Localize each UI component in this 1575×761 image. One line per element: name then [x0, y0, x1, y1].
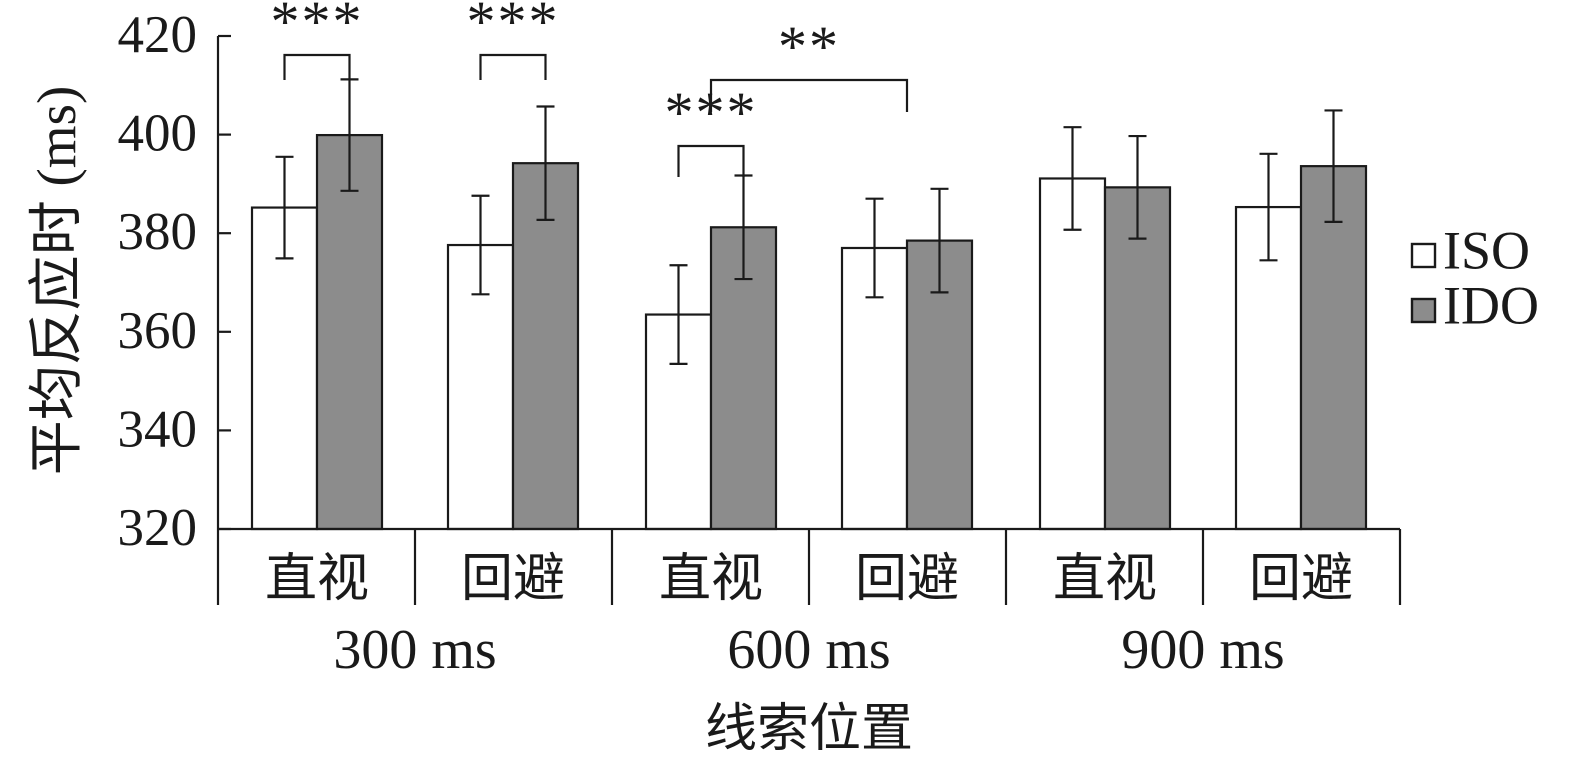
svg-text:回避: 回避: [461, 551, 565, 608]
svg-text:400: 400: [118, 105, 198, 163]
svg-text:300 ms: 300 ms: [333, 619, 496, 681]
svg-text:回避: 回避: [1249, 551, 1353, 608]
svg-text:直视: 直视: [659, 551, 763, 608]
svg-text:直视: 直视: [1053, 551, 1157, 608]
svg-text:平均反应时 (ms): 平均反应时 (ms): [26, 86, 87, 476]
svg-text:600 ms: 600 ms: [727, 619, 890, 681]
svg-text:320: 320: [118, 499, 198, 557]
svg-text:***: ***: [271, 0, 364, 54]
svg-text:ISO: ISO: [1443, 221, 1530, 281]
svg-text:380: 380: [118, 203, 198, 261]
svg-text:360: 360: [118, 302, 198, 360]
svg-text:340: 340: [118, 400, 198, 458]
svg-text:420: 420: [118, 6, 198, 64]
svg-text:回避: 回避: [855, 551, 959, 608]
svg-text:IDO: IDO: [1443, 276, 1539, 336]
svg-text:900 ms: 900 ms: [1121, 619, 1284, 681]
svg-text:**: **: [778, 14, 840, 79]
svg-text:线索位置: 线索位置: [705, 701, 913, 758]
svg-text:***: ***: [467, 0, 560, 54]
svg-text:直视: 直视: [265, 551, 369, 608]
